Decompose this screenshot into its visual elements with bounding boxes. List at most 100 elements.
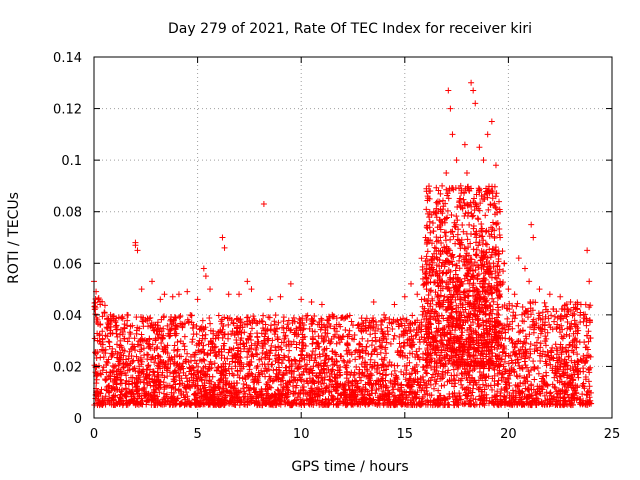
data-point [413,348,420,355]
data-point [230,320,237,327]
data-point [215,363,222,370]
data-point [346,327,353,334]
data-point [199,317,206,324]
data-point [527,367,534,374]
data-point [215,312,222,319]
data-point [284,321,291,328]
data-point [583,322,590,329]
data-point [105,338,112,345]
data-point [298,351,305,358]
data-point [558,305,565,312]
data-point [396,340,403,347]
data-point [565,394,572,401]
data-point [551,369,558,376]
data-point [230,319,237,326]
data-point [250,313,257,320]
data-point [502,368,509,375]
data-point [304,312,311,319]
data-point [359,335,366,342]
data-point [413,361,420,368]
data-point [322,359,329,366]
data-point [487,382,494,389]
data-point [509,387,516,394]
data-point [446,390,453,397]
data-point [265,335,272,342]
data-point [275,359,282,366]
data-point [123,356,130,363]
data-point [515,347,522,354]
data-point [254,333,261,340]
data-point [184,350,191,357]
data-point [441,229,448,236]
data-point [321,374,328,381]
data-point [519,304,526,311]
data-point [188,312,195,319]
data-point [106,339,113,346]
data-point [101,302,108,309]
data-point [521,358,528,365]
data-point [260,345,267,352]
data-point [543,369,550,376]
data-point [519,343,526,350]
data-point [351,336,358,343]
data-point [569,347,576,354]
data-point [513,303,520,310]
data-point [133,314,140,321]
data-point [547,361,554,368]
data-point [221,355,228,362]
data-point [387,340,394,347]
data-point [565,353,572,360]
data-point [502,335,509,342]
data-point [469,213,476,220]
data-point [212,352,219,359]
data-point [211,360,218,367]
data-point [141,352,148,359]
data-point [466,368,473,375]
data-point [474,215,481,222]
data-point [551,318,558,325]
data-point [506,382,513,389]
data-point [229,358,236,365]
data-point [189,336,196,343]
data-point [504,315,511,322]
data-point [344,341,351,348]
data-point [93,354,100,361]
data-point [475,216,482,223]
data-point [514,300,521,307]
data-point [530,358,537,365]
data-point [292,389,299,396]
data-point [519,365,526,372]
data-point [266,314,273,321]
data-point [512,360,519,367]
data-point [170,347,177,354]
data-point [424,370,431,377]
data-point [92,311,99,318]
data-point [193,331,200,338]
data-point [539,309,546,316]
data-point [447,236,454,243]
data-point [391,332,398,339]
data-point [369,337,376,344]
data-point [489,295,496,302]
data-point [441,382,448,389]
data-point [234,379,241,386]
data-point [212,343,219,350]
data-point [191,357,198,364]
data-point [268,361,275,368]
data-point [522,362,529,369]
data-point [187,311,194,318]
data-point [233,340,240,347]
data-point [225,331,232,338]
data-point [198,376,205,383]
data-point [220,323,227,330]
data-point [478,220,485,227]
data-point [225,349,232,356]
data-point [111,364,118,371]
data-point [348,318,355,325]
data-point [518,354,525,361]
data-point [303,361,310,368]
data-point [525,368,532,375]
data-point [511,369,518,376]
data-point [580,365,587,372]
data-point [428,287,435,294]
